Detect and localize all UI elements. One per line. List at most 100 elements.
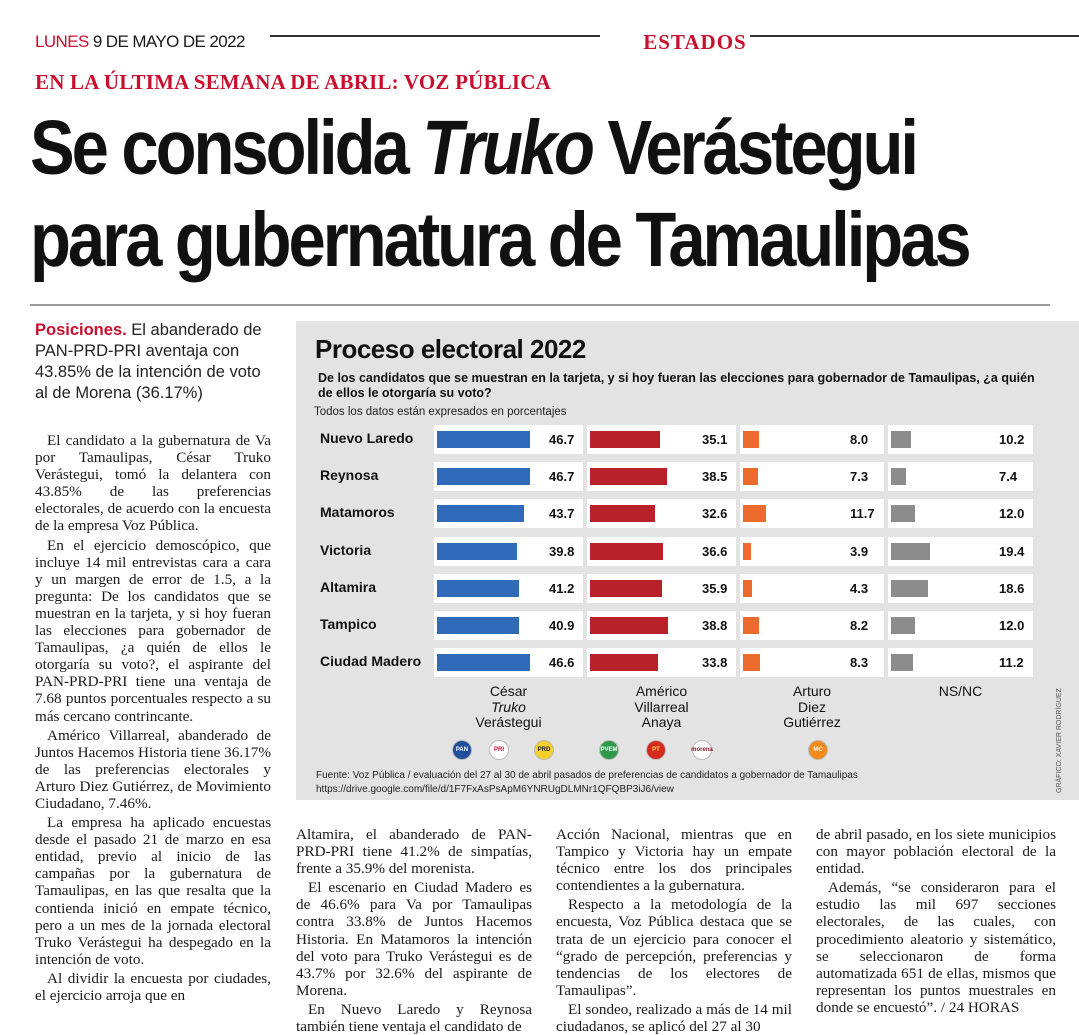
chart-title: Proceso electoral 2022: [315, 334, 586, 364]
paragraph: El candidato a la gubernatura de Va por …: [35, 432, 271, 535]
poll-graphic: Proceso electoral 2022 De los candidatos…: [296, 321, 1079, 800]
bar: [590, 579, 662, 597]
bar-value: 38.5: [702, 469, 728, 485]
section-title: ESTADOS: [643, 30, 747, 54]
chart-cell: [740, 648, 884, 678]
summary: Posiciones. El abanderado de PAN-PRD-PRI…: [35, 320, 270, 404]
city-label: Reynosa: [320, 467, 379, 484]
candidate-name-line: Anaya: [641, 714, 682, 730]
chart-cell: [740, 536, 884, 566]
chart-source: Fuente: Voz Pública / evaluación del 27 …: [316, 769, 858, 797]
candidate-name-line: Arturo: [792, 683, 832, 699]
masthead-rule-right: [750, 35, 1079, 37]
city-label: Victoria: [320, 541, 372, 558]
candidate-name-line: César: [489, 683, 528, 699]
kicker: EN LA ÚLTIMA SEMANA DE ABRIL: VOZ PÚBLIC…: [35, 70, 551, 94]
party-logo-icon: morena: [691, 740, 713, 760]
bar-value: 8.2: [850, 618, 869, 633]
chart-note: Todos los datos están expresados en porc…: [314, 406, 567, 418]
chart-cell: [888, 462, 1033, 492]
paragraph: El sondeo, realizado a más de 14 mil ciu…: [556, 1000, 792, 1035]
party-logo-icon: PVEM: [599, 740, 619, 760]
paragraph: Además, “se consideraron para el estudio…: [816, 879, 1056, 1016]
bar: [743, 542, 751, 560]
bar: [437, 617, 519, 634]
summary-lead: Posiciones.: [35, 321, 127, 339]
candidate-name: César Truko Verástegui: [434, 683, 583, 731]
bar-value: 35.9: [702, 580, 728, 596]
paragraph: Américo Villarreal, abanderado de Juntos…: [35, 726, 271, 812]
article-column-2: Altamira, el abanderado de PAN-PRD-PRI t…: [296, 826, 532, 1035]
paragraph: La empresa ha aplicado encuestas desde e…: [35, 814, 271, 968]
paragraph: En Nuevo Laredo y Reynosa también tiene …: [296, 1000, 532, 1035]
bar-value: 10.2: [999, 432, 1025, 447]
bar: [743, 468, 758, 486]
masthead-rule-left: [270, 35, 600, 37]
bar-value: 18.6: [999, 580, 1025, 596]
bar-value: 8.3: [850, 655, 869, 671]
bar-value: 36.6: [702, 543, 728, 559]
party-logo-icon: MC: [808, 740, 828, 760]
city-label: Matamoros: [320, 504, 395, 521]
bar-value: 38.8: [702, 618, 728, 633]
paragraph: Al dividir la encuesta por ciudades, el …: [35, 969, 271, 1004]
paragraph: Acción Nacional, mientras que en Tampico…: [556, 826, 792, 895]
bar: [891, 542, 930, 560]
candidate-name-line: Villarreal: [634, 698, 689, 715]
bar: [590, 654, 658, 672]
bar: [437, 654, 531, 672]
candidate-name-line: Truko: [491, 698, 526, 715]
candidate-name-line: Diez: [797, 698, 826, 715]
bar: [437, 542, 517, 560]
city-label: Ciudad Madero: [320, 653, 422, 670]
paragraph: de abril pasado, en los siete municipios…: [816, 826, 1056, 878]
bar: [437, 505, 525, 523]
chart-cell: [740, 425, 884, 454]
bar-value: 40.9: [549, 618, 575, 633]
bar: [590, 617, 668, 634]
bar: [891, 431, 912, 448]
headline-line-1: Se consolida Truko Verástegui: [30, 105, 919, 191]
bar-value: 7.3: [850, 469, 869, 485]
bar: [891, 579, 929, 597]
bar-value: 8.0: [850, 432, 869, 447]
headline: Se consolida Truko Verástegui para guber…: [30, 102, 972, 286]
bar-value: 43.7: [549, 506, 575, 522]
bar: [891, 654, 914, 672]
bar: [743, 431, 759, 448]
chart-credit: GRÁFICO: XAVIER RODRÍGUEZ: [1056, 688, 1063, 793]
city-label: Altamira: [320, 578, 377, 595]
issue-date: LUNES 9 DE MAYO DE 2022: [35, 32, 245, 51]
bar-value: 12.0: [999, 506, 1025, 522]
divider: [30, 304, 1050, 306]
bar-value: 46.7: [549, 432, 575, 447]
party-logo-icon: PRD: [534, 740, 554, 760]
article-column-3: Acción Nacional, mientras que en Tampico…: [556, 826, 792, 1035]
chart-cell: [888, 425, 1033, 454]
bar-value: 33.8: [702, 655, 728, 671]
bar: [437, 431, 531, 448]
bar: [590, 542, 664, 560]
party-logo-icon: PAN: [452, 740, 472, 760]
party-logo-icon: PT: [646, 740, 666, 760]
bar-value: 11.2: [999, 655, 1024, 671]
city-label: Nuevo Laredo: [320, 430, 414, 446]
bar: [590, 431, 661, 448]
bar: [891, 468, 906, 486]
candidate-name-line: Américo: [635, 683, 688, 699]
bar: [743, 617, 760, 634]
chart-cell: [740, 462, 884, 492]
bar: [743, 654, 760, 672]
chart-cell: [740, 573, 884, 603]
bar-value: 46.7: [549, 469, 575, 485]
candidate-name-line: Gutiérrez: [783, 714, 841, 730]
article-column-1: El candidato a la gubernatura de Va por …: [35, 432, 271, 1006]
chart-source-link[interactable]: https://drive.google.com/file/d/1F7FxAsP…: [316, 784, 674, 795]
bar-value: 7.4: [999, 469, 1018, 485]
bar: [590, 468, 667, 486]
bar-value: 12.0: [999, 618, 1025, 633]
headline-line-2: para gubernatura de Tamaulipas: [30, 197, 972, 283]
candidate-name: Américo Villarreal Anaya: [587, 683, 736, 731]
bar: [743, 579, 752, 597]
bar-value: 41.2: [549, 580, 575, 596]
